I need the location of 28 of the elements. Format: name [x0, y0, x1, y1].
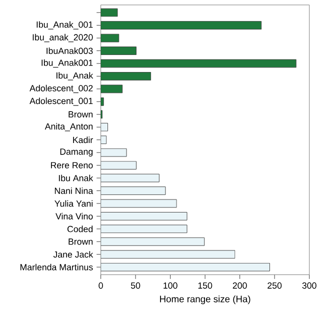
x-tick-label: 150	[198, 282, 212, 289]
y-tick-label: Kadir	[73, 136, 93, 143]
y-tick-label: Adolescent_001	[30, 97, 93, 106]
y-tick-label: Nani Nina	[54, 187, 94, 194]
x-tick-label: 200	[232, 282, 247, 289]
y-tick-label: Marlenda Martinus	[20, 264, 93, 270]
y-tick-label: Damang	[60, 148, 93, 156]
y-tick-label: Ibu_anak_2020	[32, 34, 93, 42]
y-tick-label: Ibu_Anak	[56, 72, 94, 80]
y-tick-label: Yulia Yani	[54, 200, 93, 207]
y-tick-label: Jane Jack	[53, 251, 94, 258]
x-tick-label: 0	[98, 282, 103, 289]
y-tick-label: Adolescent_002	[30, 84, 93, 93]
x-tick-label: 250	[268, 282, 282, 289]
x-axis-title: Home range size (Ha)	[160, 295, 250, 304]
y-tick-label: Brown	[68, 111, 93, 118]
x-tick-label: 100	[164, 282, 178, 289]
y-tick-label: Ibu_Anak001	[42, 59, 93, 68]
y-tick-label: Rere Reno	[51, 162, 93, 168]
y-tick-label: Vina Vino	[56, 212, 93, 220]
y-tick-label: IbuAnak003	[46, 47, 93, 54]
x-tick-label: 50	[130, 282, 140, 289]
y-tick-label: Coded	[67, 226, 93, 232]
y-tick-label: Anita_Anton	[44, 122, 93, 132]
x-tick-label: 300	[302, 282, 316, 289]
y-tick-label: Brown	[68, 238, 93, 245]
y-tick-label: Ibu_Anak_001	[36, 21, 93, 30]
y-tick-label: Ibu Anak	[58, 174, 94, 182]
